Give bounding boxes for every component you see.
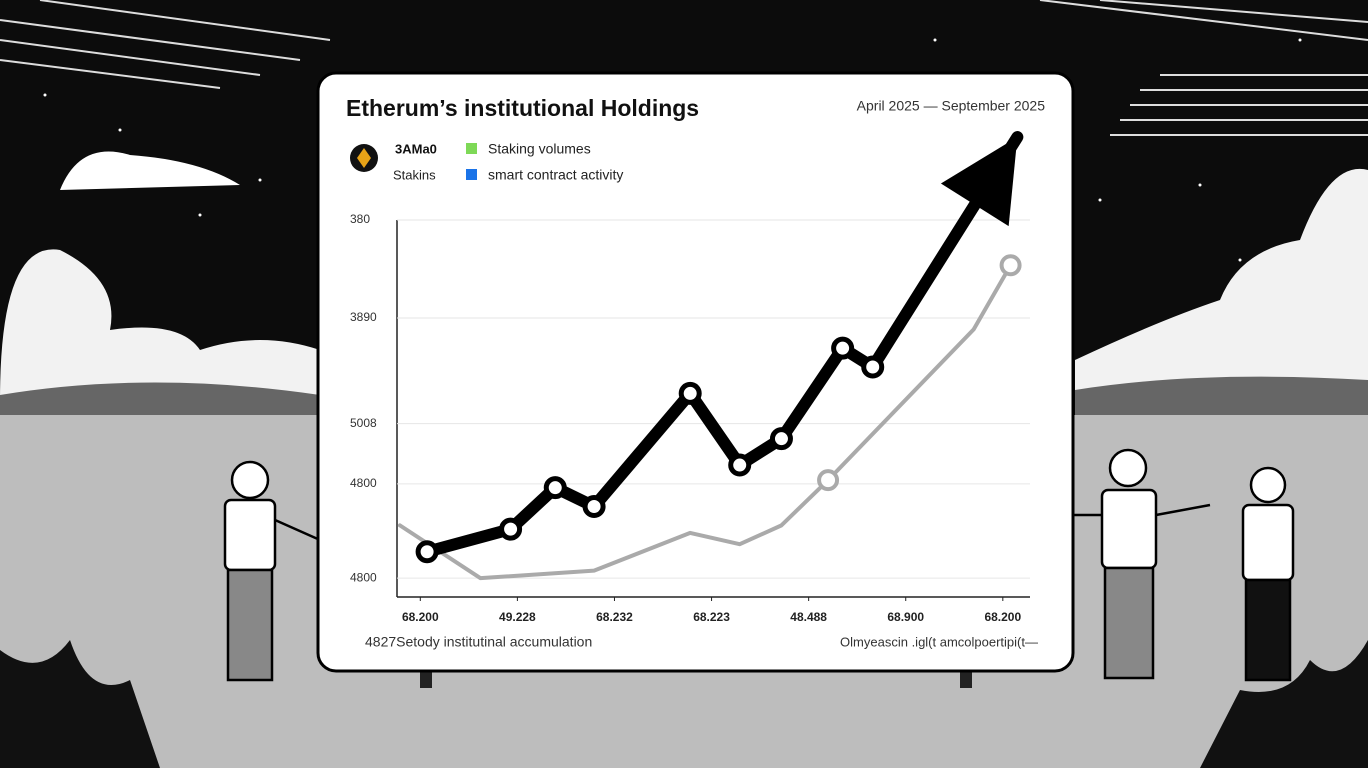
cloud xyxy=(60,151,240,190)
chart-title: Etherum’s institutional Holdings xyxy=(346,95,699,121)
board-leg xyxy=(960,670,972,688)
y-tick-label: 3890 xyxy=(350,310,377,324)
x-tick-label: 68.900 xyxy=(887,610,924,624)
chart-board xyxy=(316,71,1075,673)
y-tick-label: 4800 xyxy=(350,476,377,490)
legend-swatch xyxy=(466,143,477,154)
legend-text: Staking volumes xyxy=(488,141,591,157)
y-tick-label: 5008 xyxy=(350,416,377,430)
y-tick-label: 4800 xyxy=(350,570,377,584)
arrow-head xyxy=(940,137,1018,227)
point xyxy=(728,453,752,477)
point xyxy=(999,254,1022,277)
footer-left: 4827Setody institutinal accumulation xyxy=(365,634,592,650)
series-line xyxy=(397,263,1013,581)
point xyxy=(769,427,793,451)
person-left xyxy=(223,460,321,682)
legend-text: smart contract activity xyxy=(488,167,623,183)
x-tick-label: 48.488 xyxy=(790,610,827,624)
legend-swatch xyxy=(466,169,477,180)
person-far-right xyxy=(1241,466,1295,682)
x-tick-label: 68.200 xyxy=(984,610,1021,624)
point xyxy=(678,381,702,405)
point xyxy=(861,355,885,379)
foreground-plants xyxy=(0,640,1368,768)
point xyxy=(582,495,606,519)
cloud-bank xyxy=(0,249,320,410)
x-tick-label: 68.232 xyxy=(596,610,633,624)
legend-label: Stakins xyxy=(393,167,436,182)
point xyxy=(415,540,439,564)
chart-subtitle: April 2025 — September 2025 xyxy=(857,98,1046,114)
point xyxy=(831,336,855,360)
point xyxy=(543,476,567,500)
sky-streaks xyxy=(0,0,1368,136)
point xyxy=(817,469,840,492)
x-tick-label: 49.228 xyxy=(499,610,536,624)
cloud-bank xyxy=(1075,168,1368,410)
y-tick-label: 380 xyxy=(350,212,370,226)
legend-label: 3AMa0 xyxy=(395,141,437,156)
series-line xyxy=(421,131,1024,558)
stars xyxy=(43,38,1302,262)
board-leg xyxy=(420,670,432,688)
x-tick-label: 68.200 xyxy=(402,610,439,624)
point xyxy=(499,517,523,541)
x-tick-label: 68.223 xyxy=(693,610,730,624)
footer-right: Olmyeascin .igl(t amcolpoertipi(t— xyxy=(840,634,1038,649)
eth-logo-mark xyxy=(357,148,371,168)
